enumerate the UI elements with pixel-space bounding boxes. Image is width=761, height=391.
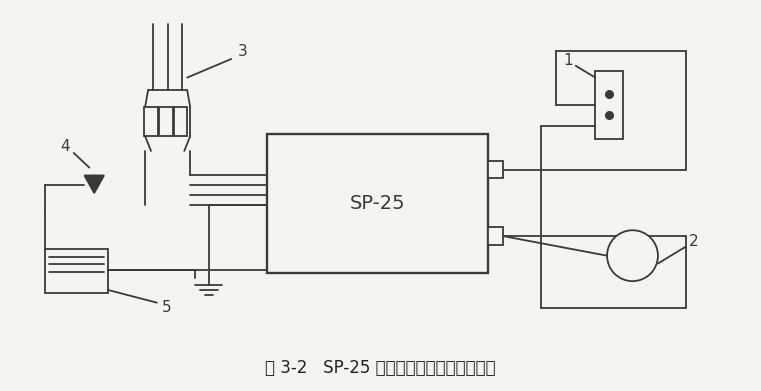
Bar: [488, 161, 503, 178]
Text: 2: 2: [689, 233, 698, 249]
Text: 5: 5: [162, 300, 171, 315]
Bar: [159, 107, 173, 136]
Circle shape: [607, 230, 658, 281]
Bar: [267, 135, 488, 273]
Bar: [595, 71, 622, 139]
Polygon shape: [84, 176, 104, 193]
Text: 4: 4: [60, 138, 70, 154]
Bar: [488, 227, 503, 245]
Bar: [144, 107, 158, 136]
Text: 图 3-2   SP-25 型高频感应加热设备示意图: 图 3-2 SP-25 型高频感应加热设备示意图: [265, 359, 495, 377]
Bar: [46, 249, 108, 293]
Text: 1: 1: [563, 54, 573, 68]
Text: 3: 3: [238, 44, 248, 59]
Text: SP-25: SP-25: [350, 194, 406, 213]
Bar: [174, 107, 187, 136]
